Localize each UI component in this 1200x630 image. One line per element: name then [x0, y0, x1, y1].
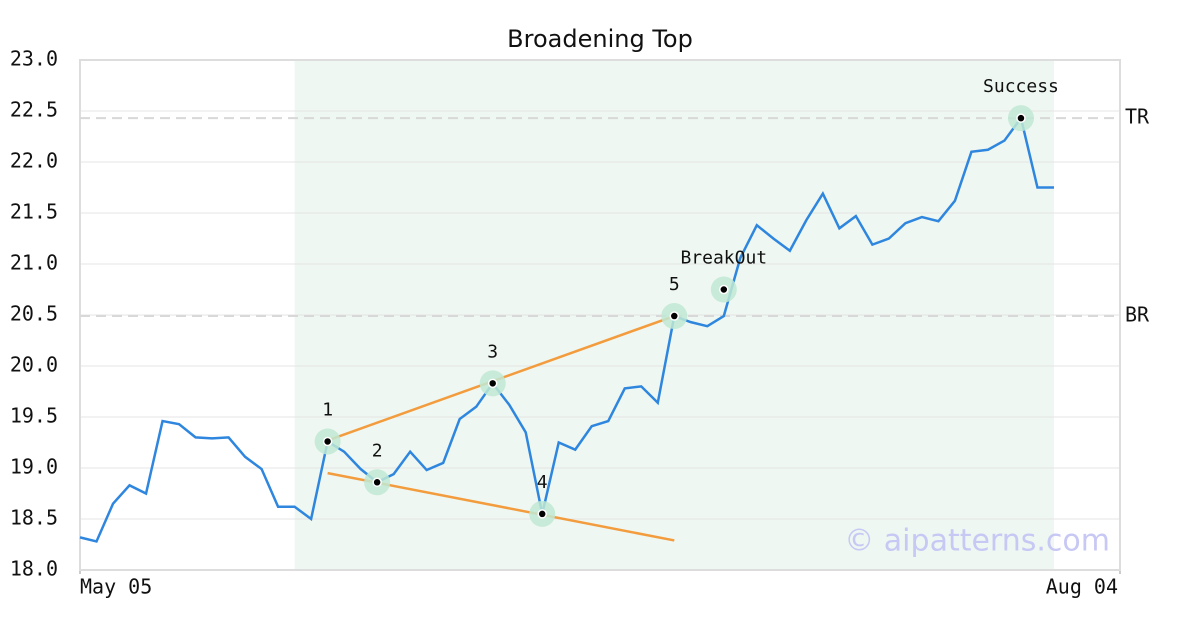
y-tick-label: 19.0	[10, 455, 58, 479]
pattern-point	[537, 509, 547, 519]
pattern-point	[719, 284, 729, 295]
pattern-point	[669, 311, 680, 321]
watermark: © aipatterns.com	[844, 524, 1110, 559]
x-tick-label: May 05	[80, 575, 152, 599]
point-label: 3	[487, 341, 498, 362]
pattern-point	[487, 378, 498, 389]
y-tick-label: 22.0	[10, 149, 58, 173]
point-label: 2	[372, 440, 383, 461]
point-label: Success	[983, 76, 1059, 97]
y-tick-label: 21.0	[10, 251, 58, 275]
level-label: BR	[1125, 303, 1150, 327]
price-line	[79, 115, 1054, 543]
y-tick-label: 23.0	[10, 47, 58, 71]
y-tick-label: 18.0	[10, 557, 58, 581]
chart-title: Broadening Top	[507, 25, 693, 53]
point-label: 1	[322, 399, 333, 420]
pattern-point	[1016, 113, 1026, 123]
pattern-point	[322, 436, 333, 447]
y-tick-label: 20.5	[10, 302, 58, 326]
point-label: 4	[537, 472, 548, 493]
y-tick-label: 18.5	[10, 506, 58, 530]
pattern-point	[372, 477, 382, 488]
level-label: TR	[1125, 105, 1150, 129]
y-tick-label: 21.5	[10, 200, 58, 224]
plot-frame	[79, 59, 1121, 571]
y-tick-label: 19.5	[10, 404, 58, 428]
point-label: BreakOut	[680, 248, 767, 269]
y-tick-label: 20.0	[10, 353, 58, 377]
point-label: 5	[669, 274, 680, 295]
y-tick-label: 22.5	[10, 98, 58, 122]
x-tick-label: Aug 04	[1046, 575, 1118, 599]
